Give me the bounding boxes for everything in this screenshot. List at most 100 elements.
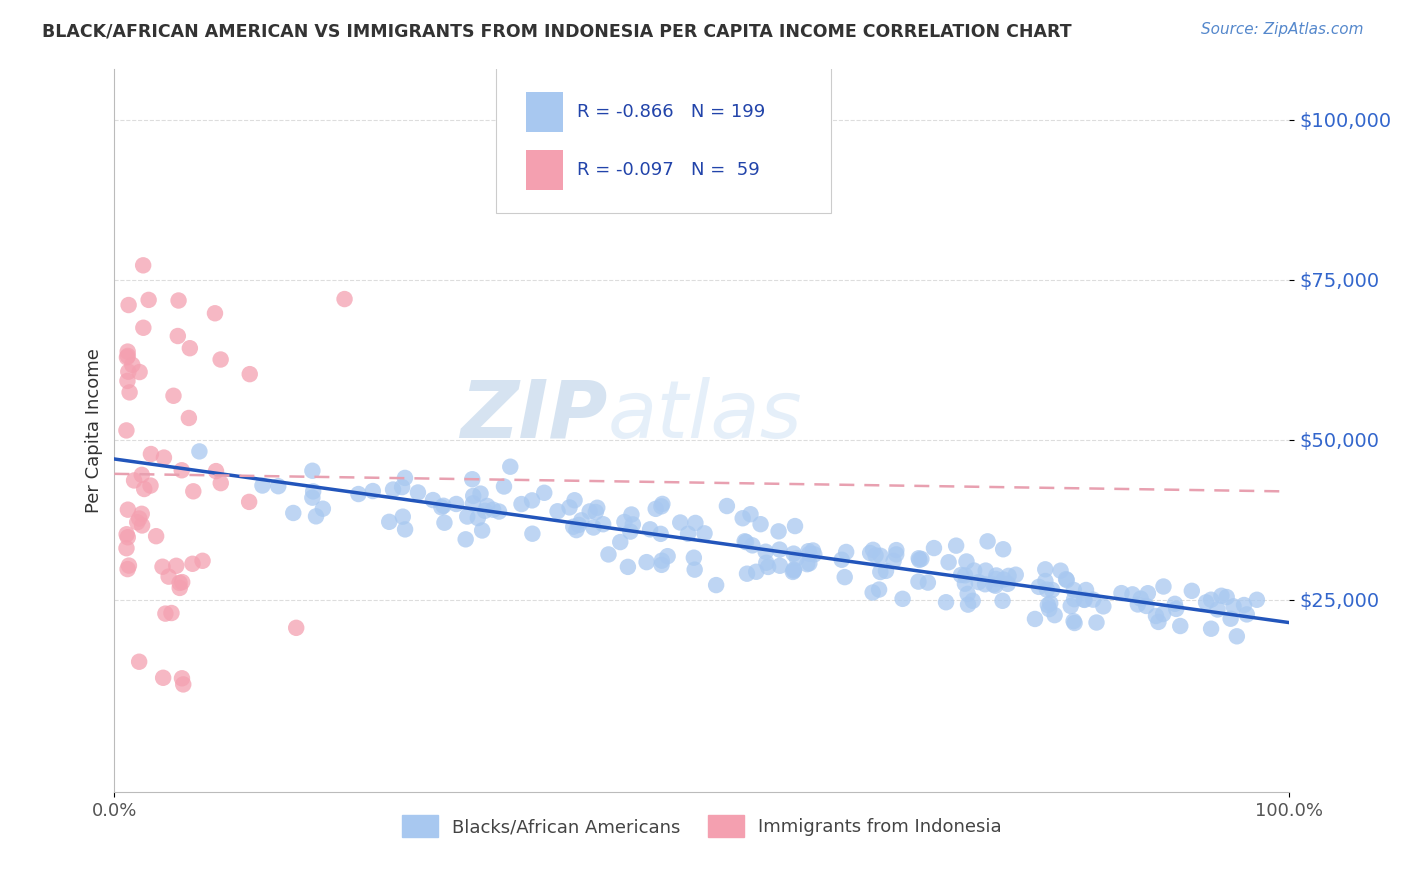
Point	[886, 543, 908, 558]
Point	[155, 607, 177, 621]
Point	[1024, 612, 1046, 626]
Point	[347, 487, 370, 501]
Point	[170, 463, 193, 477]
Point	[1063, 582, 1085, 597]
Point	[188, 444, 211, 458]
Point	[756, 560, 779, 574]
Point	[122, 474, 145, 488]
Point	[651, 558, 673, 572]
Point	[1073, 592, 1095, 607]
Point	[128, 511, 150, 525]
Point	[865, 549, 887, 563]
Point	[1063, 592, 1085, 607]
Point	[302, 484, 325, 499]
Point	[117, 374, 139, 388]
Point	[657, 549, 679, 564]
Point	[993, 573, 1015, 587]
Point	[115, 351, 138, 365]
Point	[693, 526, 716, 541]
Point	[650, 526, 672, 541]
Point	[986, 568, 1008, 582]
Point	[482, 502, 505, 516]
Point	[1211, 589, 1233, 603]
Point	[1063, 614, 1085, 628]
Point	[731, 511, 754, 525]
Text: R = -0.866   N = 199: R = -0.866 N = 199	[578, 103, 765, 121]
Point	[651, 497, 673, 511]
Point	[997, 577, 1019, 591]
Point	[1056, 573, 1078, 587]
Point	[782, 565, 804, 579]
Point	[1215, 590, 1237, 604]
Point	[1040, 582, 1063, 597]
Point	[962, 594, 984, 608]
Point	[118, 558, 141, 573]
Point	[134, 482, 156, 496]
Point	[239, 367, 262, 381]
Point	[963, 564, 986, 578]
Point	[991, 594, 1014, 608]
Point	[685, 516, 707, 530]
Point	[477, 499, 499, 513]
Point	[609, 535, 631, 549]
Point	[522, 526, 544, 541]
Point	[676, 526, 699, 541]
Point	[859, 546, 882, 560]
Bar	[526, 150, 564, 190]
Point	[1035, 574, 1057, 588]
Point	[613, 515, 636, 529]
Point	[406, 485, 429, 500]
Point	[796, 557, 818, 571]
Point	[786, 551, 808, 566]
Point	[301, 491, 323, 505]
Point	[801, 543, 824, 558]
Point	[803, 548, 825, 562]
Point	[172, 677, 194, 691]
Point	[153, 450, 176, 465]
Point	[1074, 582, 1097, 597]
Point	[755, 545, 778, 559]
Point	[1060, 599, 1083, 613]
Point	[967, 575, 990, 590]
Point	[467, 511, 489, 525]
Point	[1028, 580, 1050, 594]
Text: BLACK/AFRICAN AMERICAN VS IMMIGRANTS FROM INDONESIA PER CAPITA INCOME CORRELATIO: BLACK/AFRICAN AMERICAN VS IMMIGRANTS FRO…	[42, 22, 1071, 40]
Point	[835, 545, 858, 559]
Point	[1206, 602, 1229, 616]
Point	[783, 519, 806, 533]
Point	[283, 506, 305, 520]
Point	[488, 504, 510, 518]
Point	[177, 411, 200, 425]
Point	[956, 587, 979, 601]
Point	[1092, 599, 1115, 614]
Point	[1033, 562, 1056, 576]
Point	[510, 497, 533, 511]
Point	[735, 535, 758, 549]
Point	[394, 522, 416, 536]
Point	[131, 518, 153, 533]
Point	[204, 306, 226, 320]
Point	[564, 493, 586, 508]
Point	[991, 542, 1014, 557]
Point	[378, 515, 401, 529]
Point	[1147, 615, 1170, 629]
Point	[160, 606, 183, 620]
Point	[716, 499, 738, 513]
Point	[432, 499, 454, 513]
Point	[422, 493, 444, 508]
Point	[562, 520, 585, 534]
Point	[191, 554, 214, 568]
Point	[578, 504, 600, 518]
Point	[799, 557, 821, 571]
Point	[131, 467, 153, 482]
Point	[917, 575, 939, 590]
Point	[463, 489, 485, 503]
Point	[533, 485, 555, 500]
Point	[181, 484, 204, 499]
Point	[955, 554, 977, 568]
Point	[884, 548, 907, 562]
Point	[1036, 598, 1059, 612]
Point	[862, 542, 884, 557]
Point	[391, 509, 413, 524]
Point	[945, 539, 967, 553]
